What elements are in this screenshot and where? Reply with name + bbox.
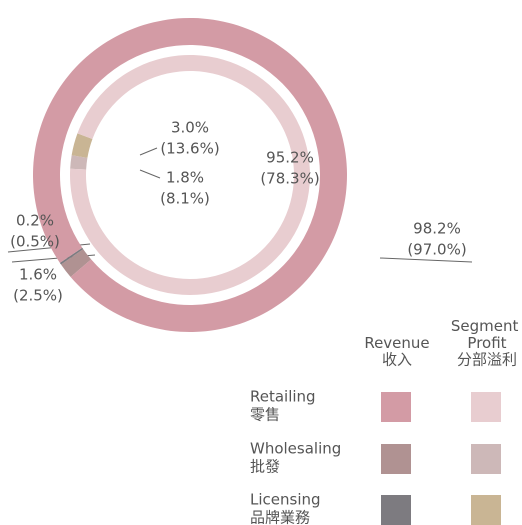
leader-line <box>379 257 473 263</box>
data-label: 1.6% <box>19 266 57 284</box>
legend-label-zh: 品牌業務 <box>250 509 310 525</box>
legend-label: Wholesaling <box>250 440 341 458</box>
legend-header-zh: 收入 <box>382 351 412 369</box>
leader-line <box>139 169 161 179</box>
data-label: 0.2% <box>16 212 54 230</box>
legend-swatch <box>471 392 501 422</box>
legend-header: Revenue <box>364 334 429 352</box>
data-label: 98.2% <box>413 220 461 238</box>
data-label: 1.8% <box>166 169 204 187</box>
prior-data-label: (78.3%) <box>260 170 319 188</box>
legend-label: Licensing <box>250 491 321 509</box>
data-label: 95.2% <box>266 149 314 167</box>
legend-label-zh: 批發 <box>250 458 280 476</box>
legend-label-zh: 零售 <box>250 406 280 424</box>
donut-segment <box>71 133 93 158</box>
prior-data-label: (8.1%) <box>160 190 210 208</box>
legend-swatch <box>381 495 411 525</box>
legend-swatch <box>381 392 411 422</box>
legend-header: Segment Profit <box>451 317 522 352</box>
prior-data-label: (2.5%) <box>13 287 63 305</box>
prior-data-label: (97.0%) <box>407 241 466 259</box>
donut-segment <box>59 247 84 265</box>
legend-swatch <box>381 444 411 474</box>
legend-header-zh: 分部溢利 <box>457 351 517 369</box>
prior-data-label: (0.5%) <box>10 233 60 251</box>
data-label: 3.0% <box>171 119 209 137</box>
donut-segment <box>60 249 92 277</box>
legend-label: Retailing <box>250 388 316 406</box>
prior-data-label: (13.6%) <box>160 140 219 158</box>
legend-swatch <box>471 495 501 525</box>
legend-swatch <box>471 444 501 474</box>
donut-segment <box>70 155 88 170</box>
leader-line <box>139 147 158 156</box>
